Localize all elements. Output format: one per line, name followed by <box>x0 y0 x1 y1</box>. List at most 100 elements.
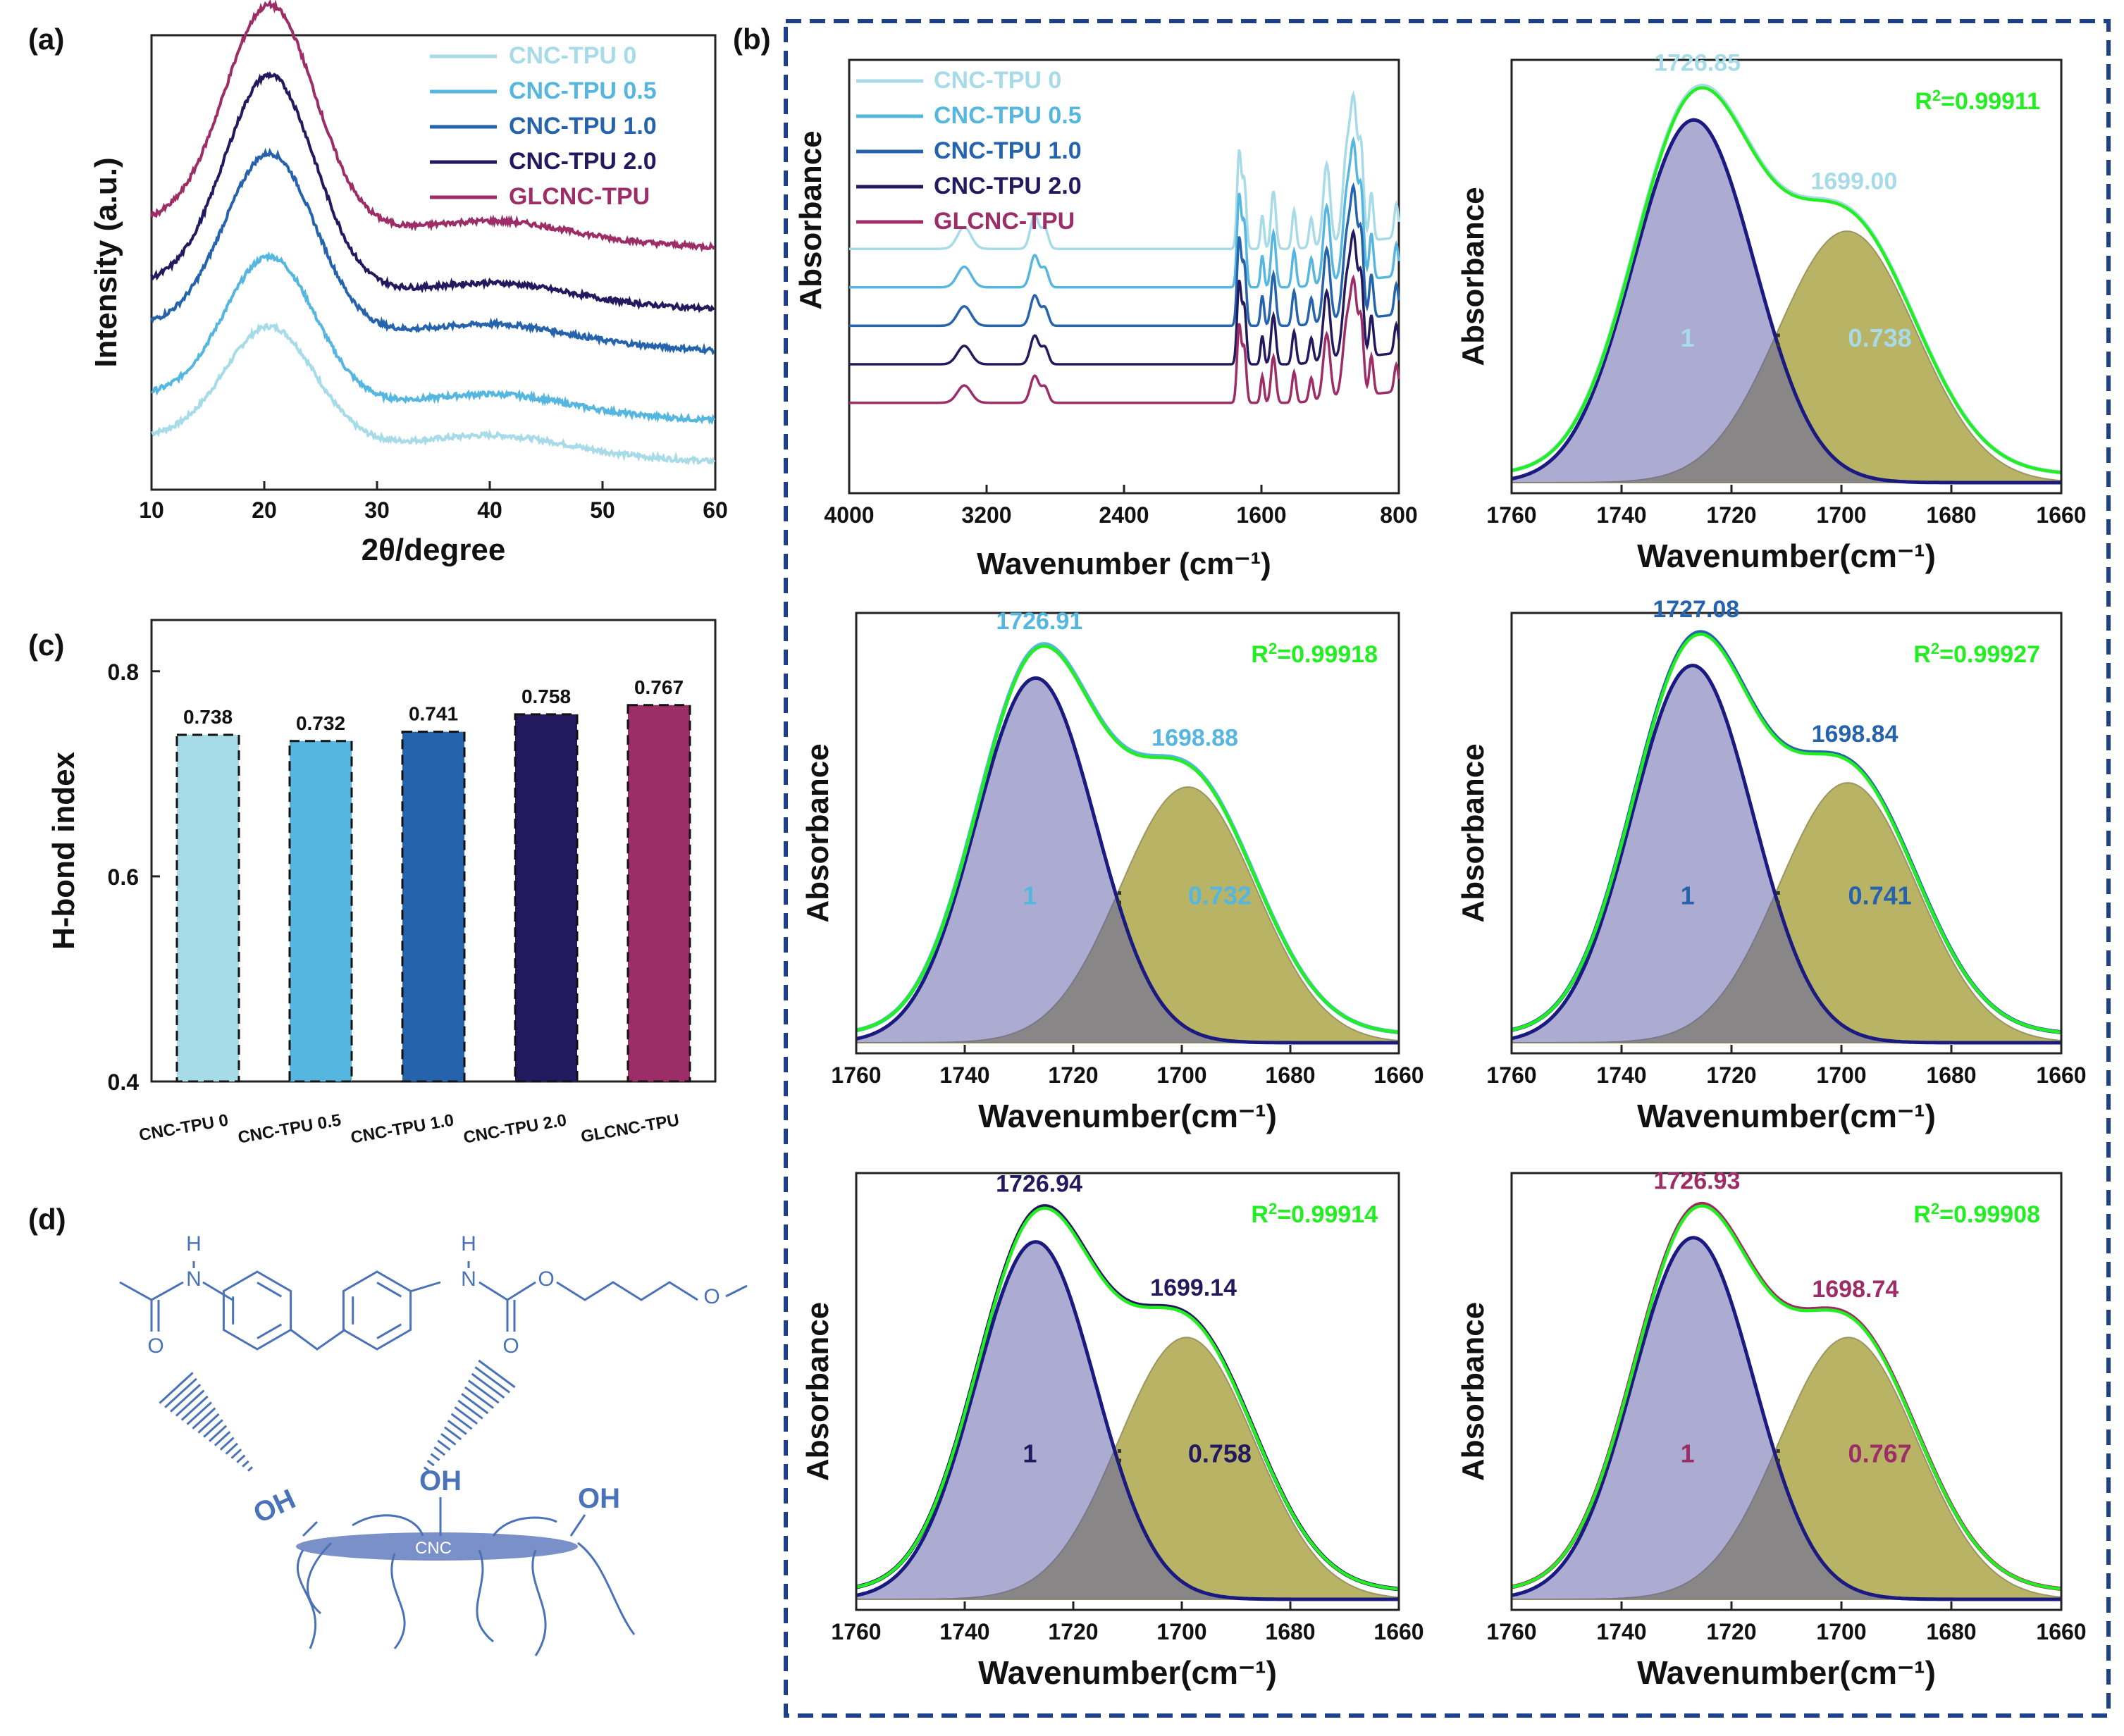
deconv-r2-label: R2=0.99914 <box>1251 1200 1378 1229</box>
deconv-fit-line <box>1511 632 2062 1034</box>
deconv-chart-b2: 1760 1740 1720 1700 1680 1660 Wavenumber(cm⁻¹)… <box>1456 50 2087 574</box>
xrd-xtick-label: 50 <box>590 497 615 523</box>
deconv-xtick-label: 1660 <box>1373 1619 1424 1644</box>
acetyl-bond <box>119 1281 184 1301</box>
hbond-wedge <box>236 1454 246 1463</box>
xrd-xtick-label: 10 <box>139 497 164 523</box>
methylene-bridge <box>290 1328 346 1351</box>
oh-bond <box>569 1514 586 1537</box>
xrd-series-line <box>151 322 716 466</box>
deconv-peak2-label: 1698.74 <box>1812 1276 1898 1303</box>
ftir-xtick-label: 1600 <box>1236 502 1286 528</box>
ring-double-bond <box>376 1323 402 1339</box>
bond <box>478 1281 536 1301</box>
schematic-atom-label: O <box>703 1285 720 1308</box>
deconv-chart-b6: 1760 1740 1720 1700 1680 1660 Wavenumber(cm⁻¹)… <box>1456 1168 2087 1691</box>
deconv-r2-sup: 2 <box>1268 640 1277 657</box>
hbond-wedge <box>474 1366 510 1394</box>
deconv-ratio-right: 0.758 <box>1188 1439 1252 1468</box>
bar-value-label: 0.741 <box>409 703 458 725</box>
deconv-peak2-label: 1698.84 <box>1812 721 1898 748</box>
deconv-r2-r: R <box>1915 88 1932 115</box>
bar <box>175 733 240 1083</box>
bar-category-label: CNC-TPU 0 <box>137 1110 230 1145</box>
deconv-xtick-label: 1740 <box>1596 502 1646 528</box>
hbond-wedge <box>461 1393 489 1415</box>
hbond-bar-chart: 0.4 0.6 0.8 H-bond index 0.738 CNC-TPU 0 0.732… <box>47 619 717 1148</box>
deconv-xtick-label: 1740 <box>939 1062 989 1088</box>
polymer-chain <box>352 1514 424 1537</box>
panel-label-b: (b) <box>733 23 771 56</box>
ftir-legend-label: CNC-TPU 1.0 <box>934 137 1082 164</box>
hbond-wedge <box>180 1395 209 1421</box>
hbond-wedge <box>464 1386 494 1409</box>
deconv-xtick-label: 1760 <box>831 1619 881 1644</box>
bar-ytick-label: 0.4 <box>108 1070 140 1095</box>
deconv-r2-value: =0.99911 <box>1941 88 2040 115</box>
deconv-band-free <box>1512 120 2061 483</box>
deconv-r2-value: =0.99918 <box>1277 641 1378 668</box>
panel-b-frame <box>784 19 2111 1718</box>
hbond-wedge <box>209 1425 228 1442</box>
deconv-xlabel: Wavenumber(cm⁻¹) <box>1637 1098 1936 1134</box>
hbond-wedge <box>447 1420 467 1435</box>
deconv-xtick-label: 1660 <box>2036 1062 2086 1088</box>
deconv-xtick-label: 1720 <box>1706 502 1756 528</box>
deconv-xlabel: Wavenumber(cm⁻¹) <box>978 1098 1277 1134</box>
ftir-legend-label: CNC-TPU 0.5 <box>934 102 1082 129</box>
deconv-ylabel: Absorbance <box>801 1302 835 1481</box>
deconv-peak2-label: 1699.14 <box>1150 1275 1237 1301</box>
hbond-wedge <box>159 1372 194 1404</box>
deconv-xtick-label: 1700 <box>1156 1619 1206 1644</box>
deconv-xtick-label: 1680 <box>1926 1619 1976 1644</box>
deconv-plot-frame <box>1510 1172 2063 1611</box>
xrd-series-line <box>150 147 716 356</box>
panel-label-c: (c) <box>28 628 64 662</box>
ftir-series-line <box>849 274 1400 404</box>
deconv-ylabel: Absorbance <box>801 743 835 922</box>
deconv-xtick-label: 1680 <box>1265 1062 1315 1088</box>
bar <box>626 704 691 1083</box>
xrd-legend-label: CNC-TPU 0 <box>509 42 636 69</box>
hbond-wedge <box>214 1430 231 1446</box>
deconv-chart-b3: 1760 1740 1720 1700 1680 1660 Wavenumber(cm⁻¹)… <box>801 608 1424 1134</box>
deconv-peak1-label: 1727.08 <box>1653 596 1739 623</box>
ftir-ylabel: Absorbance <box>794 130 828 309</box>
bar <box>514 713 579 1083</box>
polymer-chain <box>531 1549 547 1656</box>
ftir-xtick-label: 800 <box>1380 502 1417 528</box>
bar-value-label: 0.767 <box>634 676 684 698</box>
deconv-peak1-label: 1726.93 <box>1653 1168 1740 1195</box>
xrd-series-line <box>150 71 715 314</box>
deconv-band-free-line <box>856 1240 1399 1601</box>
ftir-legend-label: CNC-TPU 2.0 <box>934 173 1082 199</box>
ftir-legend-label: GLCNC-TPU <box>934 208 1075 235</box>
hbond-wedge <box>440 1432 457 1446</box>
xrd-legend-label: CNC-TPU 0.5 <box>509 78 657 104</box>
hbond-wedge <box>192 1407 216 1430</box>
schematic-atom-label: N <box>186 1267 202 1291</box>
deconv-band-free-line <box>1511 663 2061 1045</box>
xrd-legend-label: CNC-TPU 2.0 <box>509 148 657 175</box>
deconv-fit-line <box>1511 1204 2062 1591</box>
deconv-r2-r: R <box>1913 1201 1931 1228</box>
deconv-xtick-label: 1720 <box>1706 1619 1756 1644</box>
ring-double-bond <box>257 1282 283 1298</box>
ftir-series-line <box>849 228 1400 366</box>
deconv-peak1-label: 1726.85 <box>1654 50 1741 77</box>
deconv-ylabel: Absorbance <box>1456 1302 1490 1481</box>
bond <box>556 1281 698 1301</box>
xrd-plot-frame <box>150 34 717 491</box>
hbond-wedge <box>433 1446 446 1456</box>
ftir-series-line <box>849 136 1400 289</box>
deconv-xtick-label: 1740 <box>939 1619 989 1644</box>
xrd-xtick-label: 60 <box>703 497 728 523</box>
deconv-band-free <box>1512 665 2061 1043</box>
polymer-chain <box>492 1516 557 1537</box>
deconv-band-free-line <box>1511 118 2061 485</box>
xrd-series-line <box>151 251 716 426</box>
deconv-r2-r: R <box>1251 1201 1268 1228</box>
deconv-xtick-label: 1680 <box>1926 1062 1976 1088</box>
hbond-wedge <box>197 1413 220 1434</box>
deconv-fit-line <box>856 1206 1400 1591</box>
